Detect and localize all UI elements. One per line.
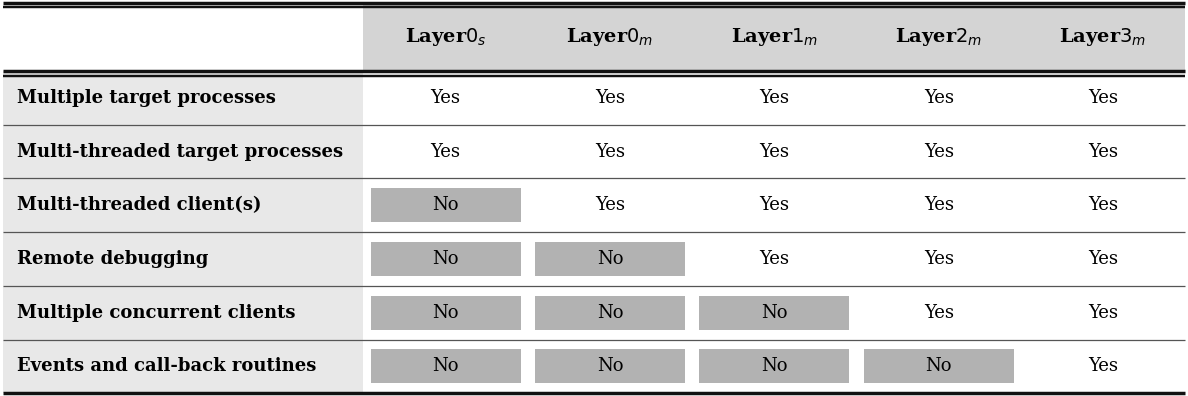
Text: Yes: Yes bbox=[759, 143, 789, 161]
Text: No: No bbox=[432, 357, 459, 375]
Text: Yes: Yes bbox=[759, 250, 789, 268]
Text: No: No bbox=[762, 304, 788, 322]
Bar bbox=[371, 242, 520, 276]
Text: Layer$0_s$: Layer$0_s$ bbox=[405, 26, 487, 48]
Text: Yes: Yes bbox=[595, 143, 625, 161]
Text: Events and call-back routines: Events and call-back routines bbox=[17, 357, 316, 375]
Text: No: No bbox=[596, 304, 624, 322]
Text: Yes: Yes bbox=[759, 196, 789, 214]
Text: Yes: Yes bbox=[595, 196, 625, 214]
Text: No: No bbox=[925, 357, 952, 375]
Text: Layer$3_m$: Layer$3_m$ bbox=[1060, 26, 1146, 48]
Text: Yes: Yes bbox=[924, 143, 954, 161]
Text: Yes: Yes bbox=[595, 89, 625, 107]
Text: No: No bbox=[432, 304, 459, 322]
Text: Yes: Yes bbox=[924, 196, 954, 214]
Text: Yes: Yes bbox=[1088, 250, 1118, 268]
Text: Yes: Yes bbox=[759, 89, 789, 107]
Bar bbox=[864, 349, 1013, 383]
Text: Layer$1_m$: Layer$1_m$ bbox=[731, 26, 819, 48]
Bar bbox=[535, 349, 685, 383]
Bar bbox=[700, 295, 849, 330]
Text: Yes: Yes bbox=[430, 89, 461, 107]
Text: Yes: Yes bbox=[1088, 357, 1118, 375]
Bar bbox=[371, 295, 520, 330]
Bar bbox=[371, 349, 520, 383]
Bar bbox=[371, 188, 520, 223]
Text: Yes: Yes bbox=[1088, 196, 1118, 214]
Bar bbox=[700, 349, 849, 383]
Text: Multi-threaded target processes: Multi-threaded target processes bbox=[17, 143, 343, 161]
Text: No: No bbox=[596, 357, 624, 375]
Text: Yes: Yes bbox=[1088, 304, 1118, 322]
Text: No: No bbox=[432, 196, 459, 214]
Text: Multi-threaded client(s): Multi-threaded client(s) bbox=[17, 196, 261, 214]
Text: No: No bbox=[596, 250, 624, 268]
Text: Yes: Yes bbox=[1088, 143, 1118, 161]
Text: No: No bbox=[432, 250, 459, 268]
Bar bbox=[535, 295, 685, 330]
Text: Yes: Yes bbox=[924, 304, 954, 322]
Bar bbox=[535, 242, 685, 276]
Text: Yes: Yes bbox=[924, 89, 954, 107]
Text: Layer$0_m$: Layer$0_m$ bbox=[567, 26, 653, 48]
Text: Remote debugging: Remote debugging bbox=[17, 250, 208, 268]
Text: Yes: Yes bbox=[430, 143, 461, 161]
Text: Multiple concurrent clients: Multiple concurrent clients bbox=[17, 304, 296, 322]
Text: Yes: Yes bbox=[1088, 89, 1118, 107]
Text: Layer$2_m$: Layer$2_m$ bbox=[895, 26, 982, 48]
Text: No: No bbox=[762, 357, 788, 375]
Text: Yes: Yes bbox=[924, 250, 954, 268]
Text: Multiple target processes: Multiple target processes bbox=[17, 89, 276, 107]
